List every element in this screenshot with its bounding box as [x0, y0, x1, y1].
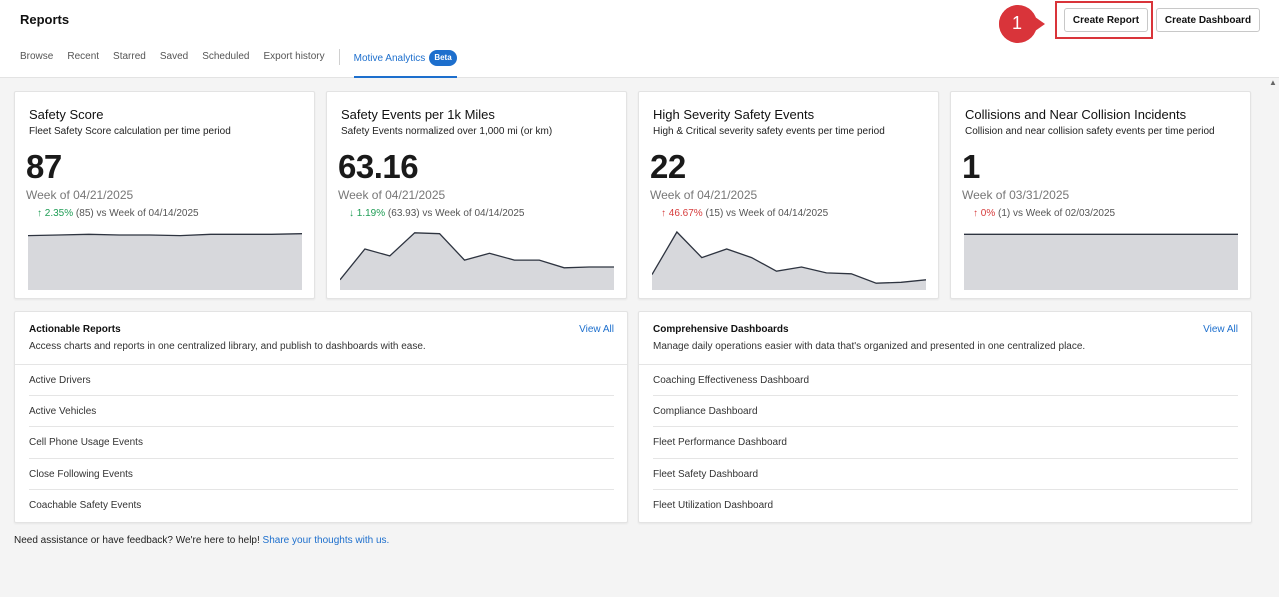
view-all-reports-link[interactable]: View All	[579, 324, 614, 335]
metric-sparkline	[28, 233, 302, 290]
divider	[15, 364, 627, 365]
sparkline-area	[28, 233, 302, 290]
page-header: Reports Browse Recent Starred Saved Sche…	[0, 0, 1279, 78]
delta-percent: 0%	[980, 208, 996, 219]
arrow-up-icon: ↑	[661, 208, 666, 219]
tab-recent[interactable]: Recent	[67, 51, 100, 62]
metric-value: 87	[26, 148, 62, 185]
delta-comparison: (85) vs Week of 04/14/2025	[75, 208, 199, 219]
dashboard-list: Coaching Effectiveness Dashboard Complia…	[653, 365, 1238, 521]
metric-delta: ↑ 46.67% (15) vs Week of 04/14/2025	[661, 208, 828, 219]
tab-bar: Browse Recent Starred Saved Scheduled Ex…	[20, 49, 471, 78]
sparkline-area	[652, 232, 926, 290]
dashboard-item-fleet-utilization[interactable]: Fleet Utilization Dashboard	[653, 499, 774, 511]
create-dashboard-button[interactable]: Create Dashboard	[1156, 8, 1260, 32]
card-subtitle: Manage daily operations easier with data…	[653, 341, 1086, 352]
delta-comparison: (63.93) vs Week of 04/14/2025	[387, 208, 525, 219]
tab-browse[interactable]: Browse	[20, 51, 54, 62]
step-marker-shape	[999, 5, 1045, 43]
metric-value: 1	[962, 148, 980, 185]
sparkline-area	[340, 232, 614, 290]
tab-divider	[338, 49, 340, 65]
metric-sparkline	[652, 230, 926, 290]
metric-week: Week of 04/21/2025	[26, 188, 134, 202]
metric-title: Safety Events per 1k Miles	[341, 107, 495, 122]
tab-scheduled[interactable]: Scheduled	[202, 51, 250, 62]
metric-sparkline	[340, 232, 614, 290]
metric-delta: ↓ 1.19% (63.93) vs Week of 04/14/2025	[349, 208, 525, 219]
tab-starred[interactable]: Starred	[113, 51, 146, 62]
card-title: Comprehensive Dashboards	[653, 324, 789, 335]
metric-subtitle: Fleet Safety Score calculation per time …	[29, 126, 231, 137]
feedback-link[interactable]: Share your thoughts with us.	[262, 535, 390, 546]
metric-card-events-per-1k-miles[interactable]: Safety Events per 1k Miles Safety Events…	[326, 91, 627, 299]
beta-badge: Beta	[429, 50, 457, 66]
comprehensive-dashboards-card: Comprehensive Dashboards Manage daily op…	[638, 311, 1252, 523]
tab-motive-analytics[interactable]: Motive Analytics Beta	[353, 50, 457, 78]
report-item-close-following[interactable]: Close Following Events	[29, 459, 614, 490]
metric-title: Collisions and Near Collision Incidents	[965, 107, 1187, 122]
feedback-footer: Need assistance or have feedback? We're …	[14, 535, 389, 546]
arrow-up-icon: ↑	[973, 208, 978, 219]
metric-delta: ↑ 0% (1) vs Week of 02/03/2025	[973, 208, 1115, 219]
metric-value: 63.16	[338, 148, 419, 185]
scroll-up-icon[interactable]: ▲	[1269, 78, 1277, 87]
metric-card-collisions[interactable]: Collisions and Near Collision Incidents …	[950, 91, 1251, 299]
step-number: 1	[1012, 13, 1023, 33]
arrow-down-icon: ↓	[349, 208, 354, 219]
sparkline-line	[28, 233, 302, 237]
report-item-cell-phone-usage[interactable]: Cell Phone Usage Events	[29, 427, 614, 459]
metric-subtitle: Safety Events normalized over 1,000 mi (…	[341, 126, 553, 137]
card-subtitle: Access charts and reports in one central…	[29, 341, 426, 352]
metric-card-safety-score[interactable]: Safety Score Fleet Safety Score calculat…	[14, 91, 315, 299]
delta-percent: 2.35%	[44, 208, 74, 219]
page-title: Reports	[20, 12, 70, 27]
delta-comparison: (1) vs Week of 02/03/2025	[998, 208, 1116, 219]
view-all-dashboards-link[interactable]: View All	[1203, 324, 1238, 335]
sparkline-line	[652, 230, 926, 284]
metric-title: High Severity Safety Events	[653, 107, 815, 122]
metric-week: Week of 04/21/2025	[338, 188, 446, 202]
dashboard-item-fleet-safety[interactable]: Fleet Safety Dashboard	[653, 459, 1238, 490]
divider	[639, 364, 1251, 365]
metric-week: Week of 03/31/2025	[962, 188, 1070, 202]
metric-subtitle: High & Critical severity safety events p…	[653, 126, 885, 137]
tab-motive-analytics-label: Motive Analytics	[353, 53, 426, 64]
feedback-text: Need assistance or have feedback? We're …	[14, 535, 260, 546]
card-title: Actionable Reports	[29, 324, 121, 335]
dashboard-item-fleet-performance[interactable]: Fleet Performance Dashboard	[653, 427, 1238, 459]
actionable-reports-card: Actionable Reports Access charts and rep…	[14, 311, 628, 523]
create-report-highlight	[1055, 1, 1153, 39]
metric-value: 22	[650, 148, 686, 185]
delta-percent: 46.67%	[668, 208, 703, 219]
sparkline-line	[340, 232, 614, 281]
metric-week: Week of 04/21/2025	[650, 188, 758, 202]
sparkline-area	[964, 234, 1238, 290]
metric-title: Safety Score	[29, 107, 104, 122]
delta-percent: 1.19%	[356, 208, 386, 219]
metric-subtitle: Collision and near collision safety even…	[965, 126, 1215, 137]
report-item-active-drivers[interactable]: Active Drivers	[29, 365, 614, 397]
arrow-up-icon: ↑	[37, 208, 42, 219]
report-item-active-vehicles[interactable]: Active Vehicles	[29, 396, 614, 428]
dashboard-item-compliance[interactable]: Compliance Dashboard	[653, 396, 1238, 428]
metric-delta: ↑ 2.35% (85) vs Week of 04/14/2025	[37, 208, 199, 219]
delta-comparison: (15) vs Week of 04/14/2025	[705, 208, 829, 219]
metric-sparkline	[964, 233, 1238, 290]
report-item-coachable-safety[interactable]: Coachable Safety Events	[29, 499, 142, 511]
dashboard-item-coaching[interactable]: Coaching Effectiveness Dashboard	[653, 365, 1238, 397]
metric-card-high-severity-events[interactable]: High Severity Safety Events High & Criti…	[638, 91, 939, 299]
create-report-button[interactable]: Create Report	[1064, 8, 1148, 32]
tab-saved[interactable]: Saved	[159, 51, 189, 62]
step-marker: 1	[996, 4, 1046, 44]
report-list: Active Drivers Active Vehicles Cell Phon…	[29, 365, 614, 521]
tab-export-history[interactable]: Export history	[263, 51, 325, 62]
